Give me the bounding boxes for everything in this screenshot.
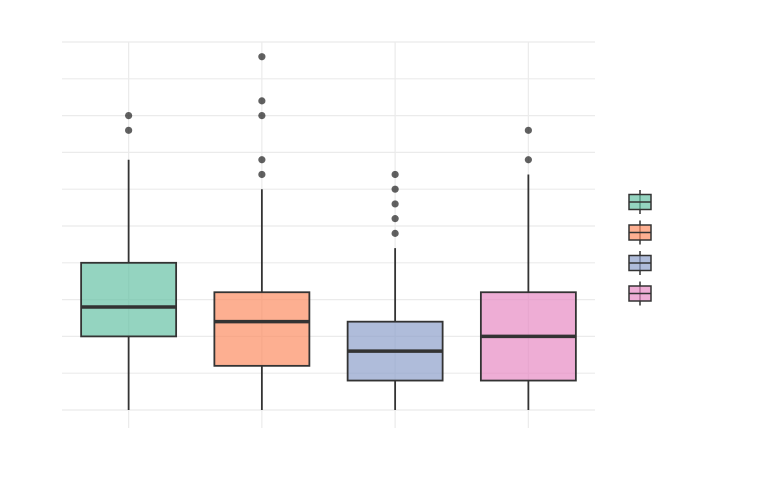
outlier-point <box>391 185 399 193</box>
legend-key <box>628 281 652 306</box>
box <box>213 291 311 367</box>
outlier-point <box>391 215 399 223</box>
outlier-point <box>391 200 399 208</box>
outlier-point <box>258 112 266 120</box>
outlier-point <box>125 126 133 134</box>
outlier-point <box>125 112 133 120</box>
outlier-point <box>258 170 266 179</box>
legend-key <box>628 251 652 275</box>
box-group <box>346 170 444 410</box>
box <box>80 261 178 338</box>
outlier-point <box>391 170 399 179</box>
outlier-point <box>258 53 266 61</box>
box-group <box>479 126 577 410</box>
outlier-point <box>391 229 399 237</box>
box-group <box>213 53 311 410</box>
legend <box>628 190 652 306</box>
outlier-point <box>524 126 532 134</box>
boxes <box>80 53 577 410</box>
outlier-point <box>524 156 532 164</box>
box-group <box>80 112 178 410</box>
outlier-point <box>258 97 266 105</box>
outlier-point <box>258 156 266 164</box>
legend-key <box>628 190 652 214</box>
legend-key <box>628 220 652 245</box>
